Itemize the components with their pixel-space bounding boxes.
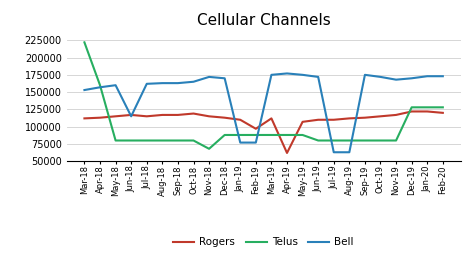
- Title: Cellular Channels: Cellular Channels: [197, 13, 331, 28]
- Legend: Rogers, Telus, Bell: Rogers, Telus, Bell: [169, 233, 358, 251]
